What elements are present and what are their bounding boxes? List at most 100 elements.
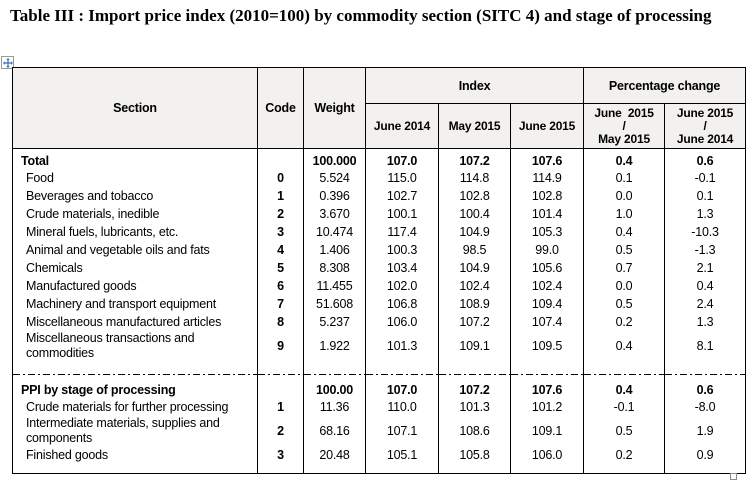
index-june2014-cell: 107.0 bbox=[365, 148, 439, 169]
pct-mom-cell: 0.5 bbox=[583, 295, 666, 313]
index-june2014-cell: 106.8 bbox=[365, 295, 439, 313]
index-june2015-cell: 102.8 bbox=[509, 187, 585, 205]
index-may2015-cell: 105.8 bbox=[438, 446, 511, 464]
spacer-cell bbox=[257, 361, 304, 370]
index-june2015-cell: 106.0 bbox=[509, 446, 585, 464]
pct-mom-cell: 0.2 bbox=[583, 313, 666, 331]
weight-cell: 11.455 bbox=[303, 277, 366, 295]
pct-mom-cell: 0.0 bbox=[583, 277, 666, 295]
table-row: Mineral fuels, lubricants, etc. 3 10.474 11… bbox=[12, 223, 747, 241]
section-cell: Beverages and tobacco bbox=[12, 187, 258, 205]
index-june2014-cell: 107.1 bbox=[365, 416, 439, 446]
section-cell: Crude materials for further processing bbox=[12, 398, 258, 416]
col-group-percentage-change: Percentage change bbox=[583, 67, 747, 104]
section-cell: Manufactured goods bbox=[12, 277, 258, 295]
code-cell: 8 bbox=[257, 313, 304, 331]
table-move-handle[interactable] bbox=[1, 56, 14, 69]
section-cell: Miscellaneous transactions and commoditi… bbox=[12, 331, 258, 361]
weight-cell: 68.16 bbox=[303, 416, 366, 446]
table-body-ppi: PPI by stage of processing 100.00 107.0 107… bbox=[12, 378, 747, 473]
index-june2014-cell: 101.3 bbox=[365, 331, 439, 361]
move-cross-icon bbox=[2, 57, 13, 68]
table-row: Chemicals 5 8.308 103.4 104.9 105.6 0.7 2.1 bbox=[12, 259, 747, 277]
code-cell: 6 bbox=[257, 277, 304, 295]
index-june2014-cell: 100.1 bbox=[365, 205, 439, 223]
spacer-cell bbox=[303, 361, 366, 370]
pct-yoy-cell: 2.4 bbox=[664, 295, 747, 313]
index-may2015-cell: 100.4 bbox=[438, 205, 511, 223]
spacer-cell bbox=[257, 464, 304, 473]
index-may2015-cell: 108.6 bbox=[438, 416, 511, 446]
header-group-row: Section Code Weight Index Percentage cha… bbox=[12, 67, 747, 149]
spacer-cell bbox=[664, 361, 747, 370]
weight-cell: 8.308 bbox=[303, 259, 366, 277]
pct-mom-cell: 1.0 bbox=[583, 205, 666, 223]
code-cell: 3 bbox=[257, 223, 304, 241]
col-header-section: Section bbox=[12, 67, 258, 149]
index-may2015-cell: 101.3 bbox=[438, 398, 511, 416]
pct-mom-cell: 0.4 bbox=[583, 148, 666, 169]
code-cell: 5 bbox=[257, 259, 304, 277]
table-resize-handle[interactable] bbox=[730, 473, 737, 480]
spacer-cell bbox=[583, 361, 666, 370]
table-body-sitc: Total 100.000 107.0 107.2 107.6 0.4 0.6 Food 0 5.… bbox=[12, 148, 747, 370]
spacer-cell bbox=[438, 464, 511, 473]
section-cell: Crude materials, inedible bbox=[12, 205, 258, 223]
index-may2015-cell: 102.4 bbox=[438, 277, 511, 295]
pct-yoy-cell: 1.9 bbox=[664, 416, 747, 446]
divider-dashdot-line bbox=[303, 370, 366, 378]
divider-dashdot-line bbox=[257, 370, 304, 378]
index-june2014-cell: 102.7 bbox=[365, 187, 439, 205]
spacer-cell bbox=[509, 464, 585, 473]
code-cell: 0 bbox=[257, 169, 304, 187]
pct-yoy-cell: -1.3 bbox=[664, 241, 747, 259]
divider-dashdot-line bbox=[438, 370, 511, 378]
index-june2015-cell: 101.2 bbox=[509, 398, 585, 416]
spacer-cell bbox=[509, 361, 585, 370]
col-header-pct-june2015-may2015: June 2015 / May 2015 bbox=[583, 103, 666, 149]
pct-mom-cell: 0.4 bbox=[583, 331, 666, 361]
weight-cell: 5.237 bbox=[303, 313, 366, 331]
pct-yoy-cell: 0.1 bbox=[664, 187, 747, 205]
table-row: Food 0 5.524 115.0 114.8 114.9 0.1 -0.1 bbox=[12, 169, 747, 187]
weight-cell: 3.670 bbox=[303, 205, 366, 223]
weight-cell: 20.48 bbox=[303, 446, 366, 464]
table-row: PPI by stage of processing 100.00 107.0 107… bbox=[12, 378, 747, 398]
section-cell: Food bbox=[12, 169, 258, 187]
spacer-cell bbox=[12, 361, 258, 370]
divider-dashdot-line bbox=[664, 370, 747, 378]
table-row: Manufactured goods 6 11.455 102.0 102.4 102.4… bbox=[12, 277, 747, 295]
section-cell: Finished goods bbox=[12, 446, 258, 464]
header-sub-row: June 2014 May 2015 June 2015 June 2015 / Ma… bbox=[13, 103, 747, 149]
index-june2014-cell: 110.0 bbox=[365, 398, 439, 416]
weight-cell: 10.474 bbox=[303, 223, 366, 241]
code-cell: 2 bbox=[257, 416, 304, 446]
col-header-june-2015: June 2015 bbox=[509, 103, 585, 149]
divider-dashdot-line bbox=[365, 370, 439, 378]
spacer-row bbox=[12, 464, 747, 473]
index-may2015-cell: 109.1 bbox=[438, 331, 511, 361]
index-june2015-cell: 107.4 bbox=[509, 313, 585, 331]
index-may2015-cell: 107.2 bbox=[438, 378, 511, 398]
pct-yoy-cell: 0.9 bbox=[664, 446, 747, 464]
index-june2015-cell: 107.6 bbox=[509, 148, 585, 169]
pct-mom-cell: 0.7 bbox=[583, 259, 666, 277]
pct-yoy-cell: -0.1 bbox=[664, 169, 747, 187]
index-june2015-cell: 109.4 bbox=[509, 295, 585, 313]
index-june2015-cell: 102.4 bbox=[509, 277, 585, 295]
code-cell: 9 bbox=[257, 331, 304, 361]
spacer-cell bbox=[303, 464, 366, 473]
code-cell: 3 bbox=[257, 446, 304, 464]
pct-yoy-cell: 0.6 bbox=[664, 148, 747, 169]
index-june2015-cell: 109.5 bbox=[509, 331, 585, 361]
pct-yoy-cell: -10.3 bbox=[664, 223, 747, 241]
weight-cell: 1.922 bbox=[303, 331, 366, 361]
index-june2015-cell: 105.6 bbox=[509, 259, 585, 277]
table-title: Table III : Import price index (2010=100… bbox=[10, 6, 712, 25]
section-divider bbox=[12, 370, 747, 378]
index-june2015-cell: 101.4 bbox=[509, 205, 585, 223]
spacer-cell bbox=[365, 464, 439, 473]
index-june2015-cell: 109.1 bbox=[509, 416, 585, 446]
pct-mom-cell: -0.1 bbox=[583, 398, 666, 416]
